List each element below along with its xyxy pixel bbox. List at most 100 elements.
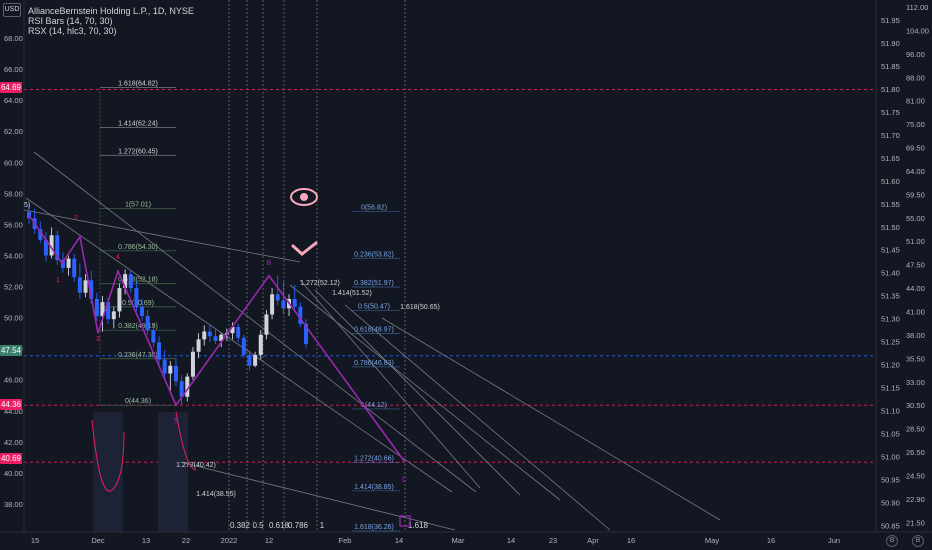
wave-label: 2 xyxy=(74,215,78,222)
right-axis-outer-tick: 64.00 xyxy=(906,167,925,176)
candle-body xyxy=(162,359,167,374)
time-axis-label: 15 xyxy=(31,536,39,545)
left-axis-tick: 56.00 xyxy=(4,220,23,229)
candle-body xyxy=(292,298,297,307)
check-icon xyxy=(291,241,318,256)
candle-body xyxy=(123,274,128,289)
candle-body xyxy=(111,311,116,320)
settings-icon[interactable]: ⚙ xyxy=(886,535,898,547)
eye-icon xyxy=(290,188,318,206)
right-axis-outer-tick: 33.00 xyxy=(906,378,925,387)
left-axis-tick: 40.00 xyxy=(4,469,23,478)
time-fib-label: 0.5 xyxy=(252,521,264,530)
left-axis-tick: 52.00 xyxy=(4,283,23,292)
candle-body xyxy=(94,298,99,317)
eye-pupil xyxy=(300,193,308,201)
time-fib-label: 0.618 xyxy=(269,521,290,530)
right-axis-outer-tick: 104.00 xyxy=(906,26,929,35)
candle-body xyxy=(140,306,145,317)
fan-line xyxy=(33,151,477,493)
candle-body xyxy=(168,365,173,374)
fib-left-label: 0.236(47.35) xyxy=(118,352,158,359)
pattern-end-box xyxy=(399,515,411,527)
right-axis-outer-tick: 26.50 xyxy=(906,448,925,457)
left-axis-tick: 68.00 xyxy=(4,34,23,43)
time-axis-label: Jun xyxy=(828,536,840,545)
time-axis-label: May xyxy=(705,536,719,545)
left-axis-tick: 66.00 xyxy=(4,65,23,74)
legend: AllianceBernstein Holding L.P., 1D, NYSE… xyxy=(28,6,194,36)
left-axis-tick: 50.00 xyxy=(4,314,23,323)
left-axis-tick: 46.00 xyxy=(4,376,23,385)
wave-label: 1 xyxy=(56,277,60,284)
candle-body xyxy=(230,326,235,334)
fan-line xyxy=(25,197,453,493)
candle-body xyxy=(72,258,77,278)
rsi-zone xyxy=(93,412,123,532)
fan-line xyxy=(179,461,456,531)
scale-b-button[interactable]: B xyxy=(912,535,924,547)
time-axis-label: 2022 xyxy=(221,536,238,545)
right-axis-inner-tick: 51.85 xyxy=(881,62,900,71)
candle-body xyxy=(247,354,252,366)
candle-body xyxy=(202,331,207,340)
time-fib-label: 0.786 xyxy=(288,521,309,530)
candle-body xyxy=(196,339,201,352)
right-axis-outer-tick: 69.50 xyxy=(906,144,925,153)
left-axis-tick: 60.00 xyxy=(4,158,23,167)
time-axis-label: 23 xyxy=(549,536,557,545)
candle-body xyxy=(298,306,303,324)
fib-right-label: 1.618(36.26) xyxy=(354,524,394,531)
candle-body xyxy=(43,239,48,256)
right-axis-inner-tick: 51.75 xyxy=(881,108,900,117)
indicator-rsi-bars[interactable]: RSI Bars (14, 70, 30) xyxy=(28,16,113,26)
rsx-line-2 xyxy=(175,411,197,471)
fan-line xyxy=(23,209,301,263)
candle-body xyxy=(173,365,178,382)
time-axis-label: Dec xyxy=(91,536,105,545)
currency-badge[interactable]: USD xyxy=(3,3,21,17)
time-fib-label: 1.618 xyxy=(408,521,429,530)
fib-left-label: 0.786(54.30) xyxy=(118,244,158,251)
price-tag-mid: 44.36 xyxy=(0,399,22,410)
fib-right-label: 0.236(53.82) xyxy=(354,251,394,258)
candle-body xyxy=(207,331,212,337)
wave-label: 4 xyxy=(116,254,120,261)
fan-label: 1.414(38.55) xyxy=(196,491,236,498)
time-axis-label: Apr xyxy=(587,536,599,545)
right-axis-inner-tick: 51.80 xyxy=(881,85,900,94)
candle-body xyxy=(49,235,54,256)
time-axis-label: 13 xyxy=(142,536,150,545)
right-axis-inner-tick: 51.50 xyxy=(881,223,900,232)
right-axis-inner-tick: 51.40 xyxy=(881,269,900,278)
fan-label: 1.618(50.65) xyxy=(400,304,440,311)
right-axis-inner-tick: 51.70 xyxy=(881,131,900,140)
candle-body xyxy=(253,354,258,366)
price-tag-last: 47.54 xyxy=(0,345,22,356)
candle-body xyxy=(66,258,71,268)
left-axis-tick: 62.00 xyxy=(4,127,23,136)
candle-body xyxy=(236,326,241,338)
rsx-line xyxy=(91,419,125,492)
right-axis-inner-tick: 51.00 xyxy=(881,452,900,461)
candle-body xyxy=(145,316,150,331)
right-axis-outer-tick: 47.50 xyxy=(906,261,925,270)
wave-legend-mark: 5) xyxy=(24,202,30,209)
left-axis-tick: 44.00 xyxy=(4,407,23,416)
time-fib-label: 0.382 xyxy=(230,521,251,530)
candle-body xyxy=(157,342,162,360)
right-axis-outer-tick: 96.00 xyxy=(906,50,925,59)
right-axis-inner-tick: 50.95 xyxy=(881,475,900,484)
indicator-rsx[interactable]: RSX (14, hlc3, 70, 30) xyxy=(28,26,117,36)
candle-body xyxy=(258,334,263,355)
right-axis-outer-tick: 55.00 xyxy=(906,214,925,223)
time-axis-label: Feb xyxy=(339,536,352,545)
pattern-line xyxy=(28,214,406,463)
candle-body xyxy=(264,314,269,335)
candle-body xyxy=(304,323,308,345)
time-fib-label: 1 xyxy=(320,521,325,530)
candle-body xyxy=(190,351,195,377)
